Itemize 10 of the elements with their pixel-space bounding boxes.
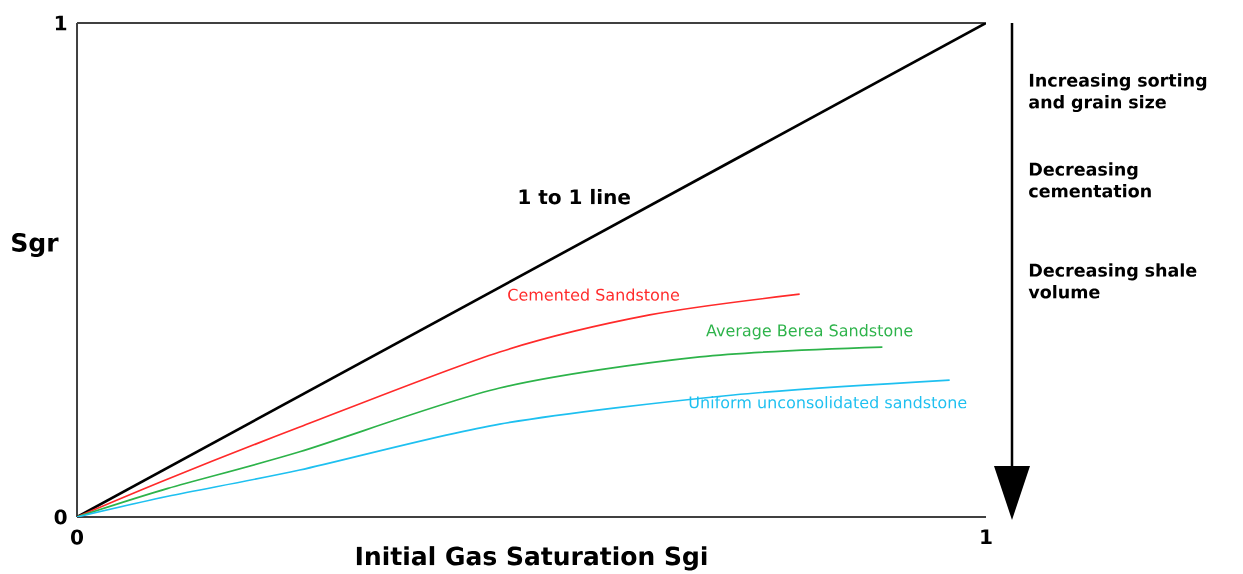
line-series <box>77 346 884 517</box>
series-label: Cemented Sandstone <box>508 288 679 301</box>
text: Decreasing shale volume <box>1028 263 1197 299</box>
y-axis-title: Sgr <box>12 233 59 257</box>
x-axis-title: Initial Gas Saturation Sgi <box>356 546 707 571</box>
text: Decreasing cementation <box>1029 162 1151 198</box>
series-label: Uniform unconsolidated sandstone <box>689 395 967 409</box>
series-label: Average Berea Sandstone <box>706 324 913 340</box>
text: Increasing sorting and grain size <box>1029 73 1207 113</box>
series-label: 1 to 1 line <box>519 188 630 205</box>
